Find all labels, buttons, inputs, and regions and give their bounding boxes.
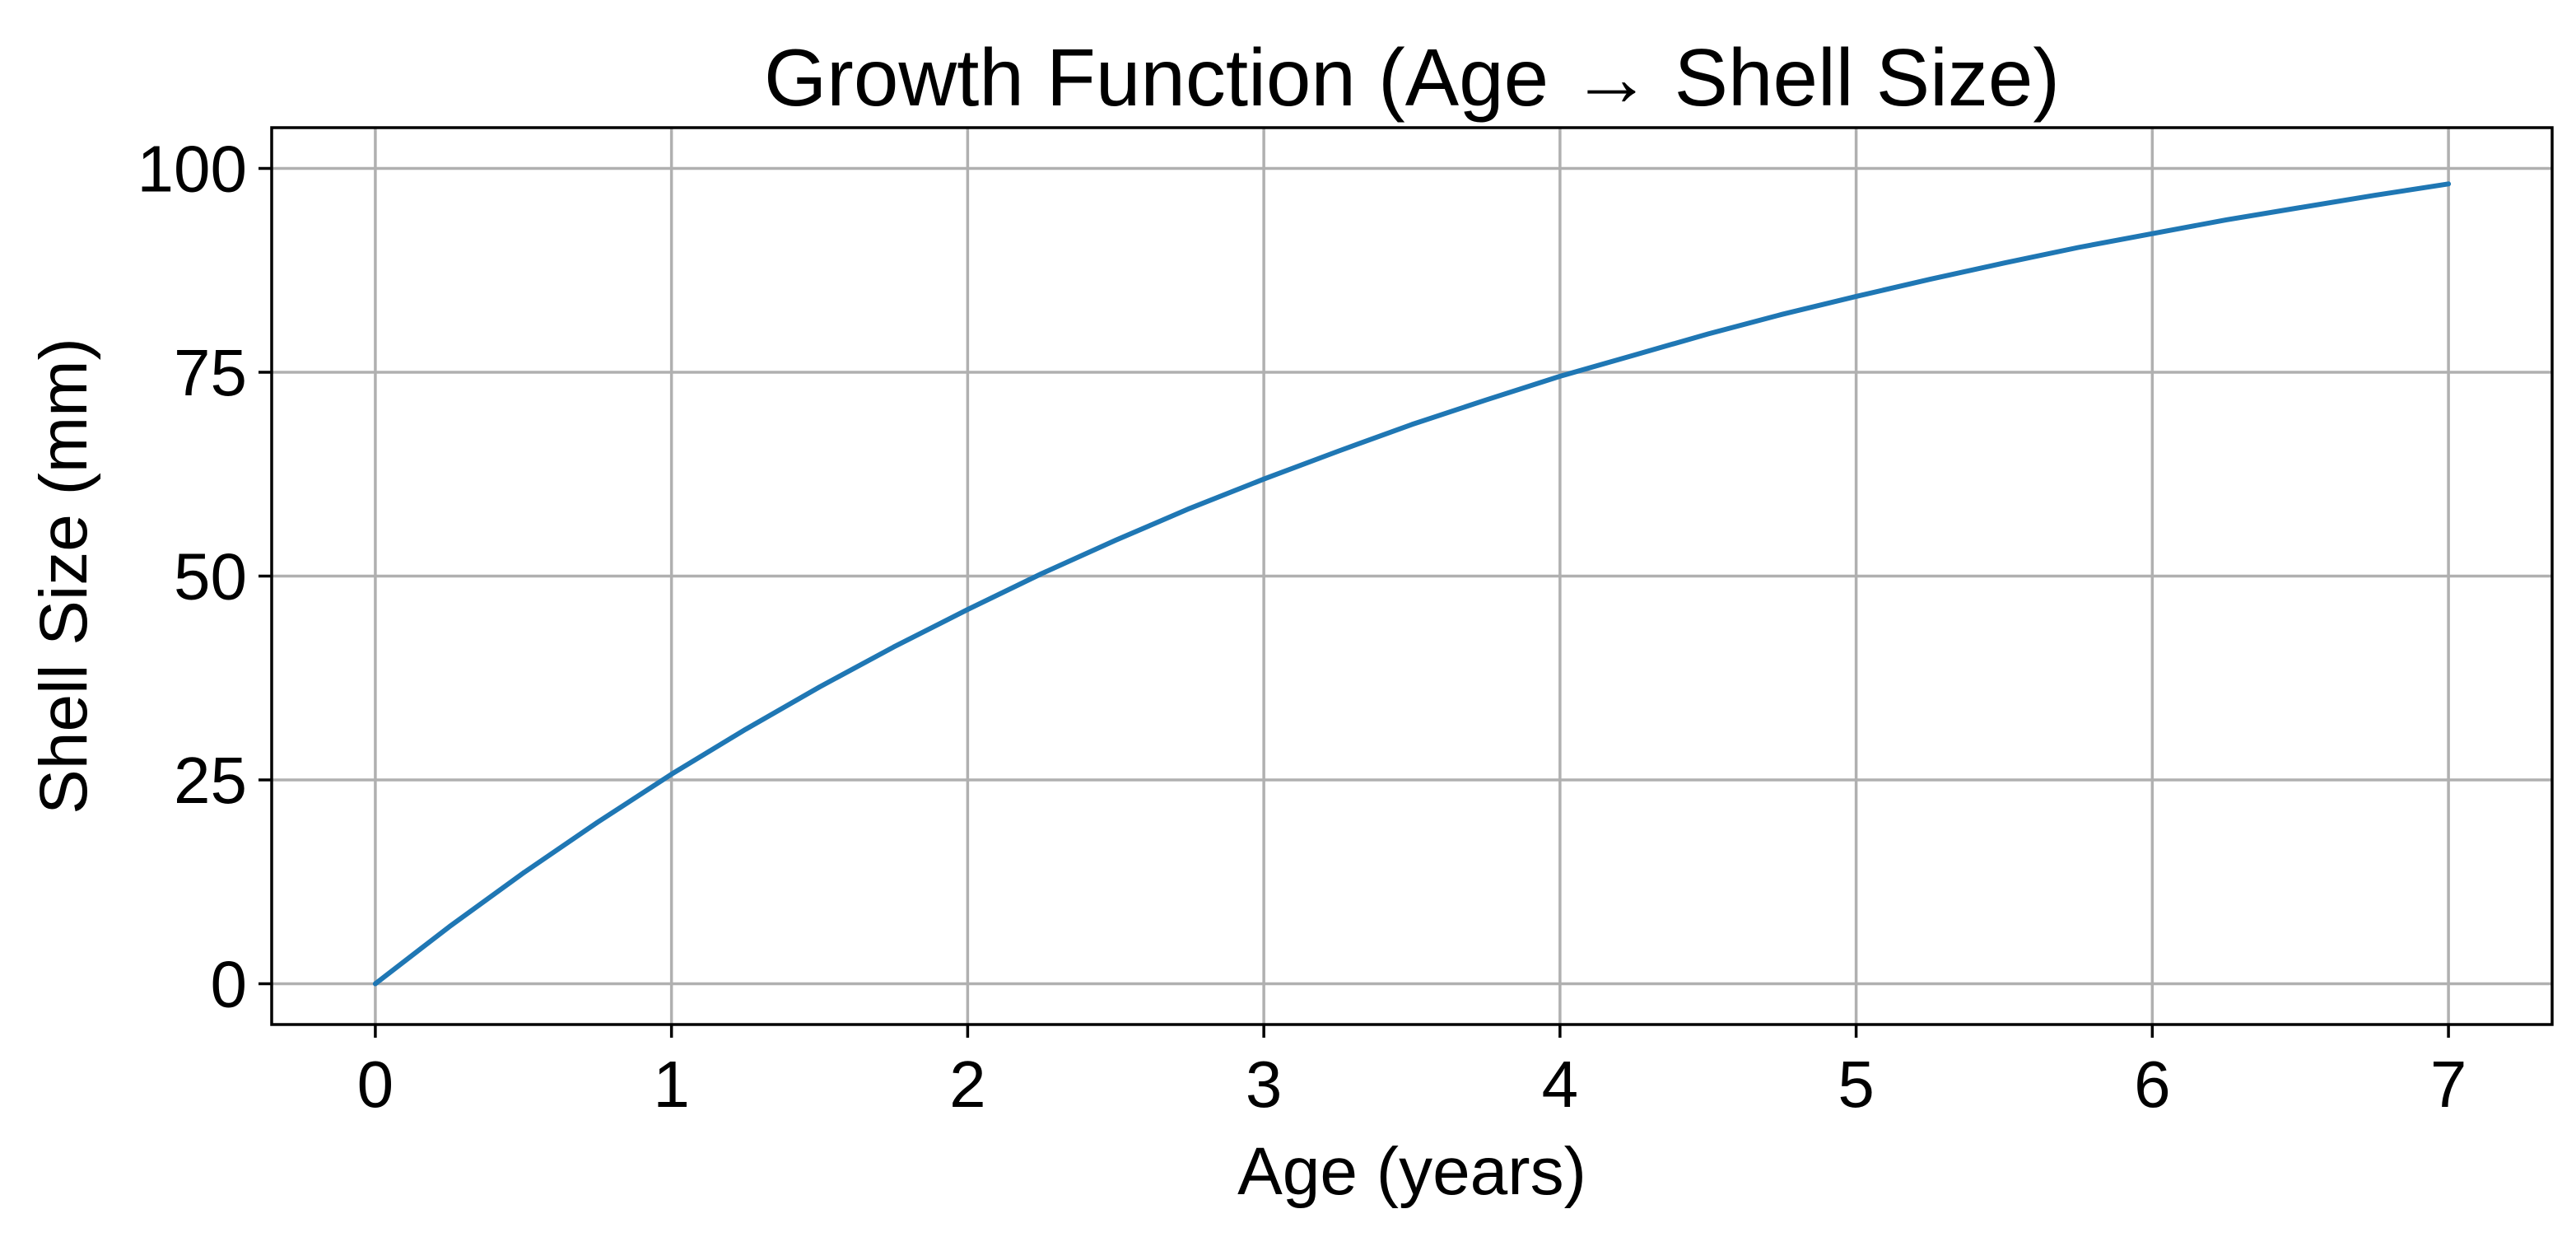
y-tick-label: 100: [137, 133, 247, 206]
ticks: 0 1 2 3 4 5 6 7 0 25 50 75 100: [137, 133, 2467, 1122]
x-tick-label: 7: [2430, 1048, 2467, 1121]
x-tick-label: 3: [1246, 1048, 1283, 1121]
x-tick-label: 6: [2134, 1048, 2171, 1121]
y-tick-label: 50: [174, 540, 247, 614]
chart-title: Growth Function (Age → Shell Size): [764, 32, 2060, 123]
x-axis-label: Age (years): [1237, 1134, 1586, 1209]
y-tick-label: 25: [174, 744, 247, 817]
y-axis-label: Shell Size (mm): [26, 338, 101, 815]
x-tick-label: 1: [653, 1048, 690, 1121]
grid: [272, 128, 2552, 1025]
y-tick-label: 0: [211, 948, 248, 1021]
x-tick-label: 5: [1838, 1048, 1875, 1121]
x-tick-label: 4: [1542, 1048, 1579, 1121]
x-tick-label: 0: [357, 1048, 394, 1121]
series-line: [372, 181, 2452, 987]
y-tick-label: 75: [174, 336, 247, 409]
series-layer: [372, 181, 2452, 987]
x-tick-label: 2: [949, 1048, 986, 1121]
